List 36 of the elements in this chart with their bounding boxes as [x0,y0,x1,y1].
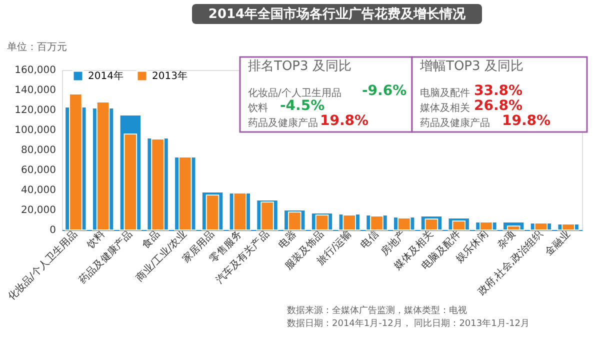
annotation: -9.6% [362,83,407,99]
text: 单位：百万元 [7,41,67,53]
annotation: 19.8% [502,113,551,129]
annotation: 排名TOP3 及同比 [248,59,352,74]
annotation: 33.8% [474,83,523,99]
x-tick-label: 金融业 [542,228,573,258]
annotation: 增幅TOP3 及同比 [419,59,524,74]
x-tick-label: 食品 [139,228,162,251]
annotation: 电脑及配件 [420,87,470,99]
annotation: -4.5% [280,98,325,114]
annotation: 媒体及相关 [420,102,470,114]
y-tick-label: 80,000 [21,145,56,156]
x-tick-label: 电信 [358,228,381,251]
bar [96,102,110,230]
x-tick-label: 饮料 [84,228,108,252]
y-tick-label: 60,000 [21,165,56,176]
legend-label: 2014年 [88,70,124,82]
y-tick-label: 120,000 [14,105,56,116]
x-tick-label: 电器 [276,228,299,251]
annotation: 饮料 [247,102,268,114]
text: 数据日期：2014年1月-12月， 同比日期：2013年1月-12月 [287,318,530,329]
y-tick-label: 0 [50,225,56,236]
y-tick-label: 140,000 [14,85,56,96]
y-tick-label: 160,000 [14,65,56,76]
annotation: 19.8% [320,113,369,129]
x-tick-label: 杂项 [495,228,518,251]
y-tick-label: 20,000 [21,205,56,216]
y-tick-label: 40,000 [21,185,56,196]
legend-label: 2013年 [152,70,188,82]
annotation: 药品及健康产品 [248,117,318,129]
annotation: 药品及健康产品 [420,117,490,129]
annotation: 化妆品/个人卫生用品 [248,87,342,99]
y-tick-label: 100,000 [14,125,56,136]
chart-title: 2014年全国市场各行业广告花费及增长情况 [208,6,467,22]
annotation: 26.8% [474,98,523,114]
source-note: 数据来源：全媒体广告监测，媒体类型：电视 [287,305,467,316]
